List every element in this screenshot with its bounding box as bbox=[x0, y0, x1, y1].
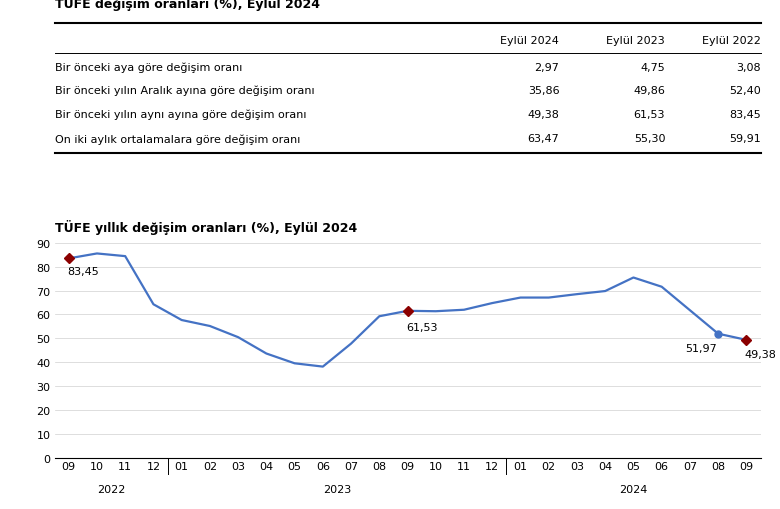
Text: 83,45: 83,45 bbox=[67, 266, 99, 276]
Text: Eylül 2024: Eylül 2024 bbox=[501, 36, 559, 46]
Text: 3,08: 3,08 bbox=[736, 63, 760, 72]
Text: 2023: 2023 bbox=[323, 484, 351, 494]
Text: TÜFE yıllık değişim oranları (%), Eylül 2024: TÜFE yıllık değişim oranları (%), Eylül … bbox=[55, 220, 357, 235]
Text: 35,86: 35,86 bbox=[528, 86, 559, 96]
Text: 49,38: 49,38 bbox=[527, 109, 559, 119]
Text: 2024: 2024 bbox=[619, 484, 647, 494]
Text: Bir önceki yılın aynı ayına göre değişim oranı: Bir önceki yılın aynı ayına göre değişim… bbox=[55, 109, 306, 120]
Text: 49,86: 49,86 bbox=[633, 86, 665, 96]
Text: 63,47: 63,47 bbox=[527, 134, 559, 144]
Text: 55,30: 55,30 bbox=[633, 134, 665, 144]
Text: Eylül 2023: Eylül 2023 bbox=[607, 36, 665, 46]
Text: Bir önceki aya göre değişim oranı: Bir önceki aya göre değişim oranı bbox=[55, 62, 242, 73]
Text: 61,53: 61,53 bbox=[406, 322, 438, 332]
Text: 52,40: 52,40 bbox=[729, 86, 760, 96]
Text: On iki aylık ortalamalara göre değişim oranı: On iki aylık ortalamalara göre değişim o… bbox=[55, 134, 300, 145]
Text: 61,53: 61,53 bbox=[633, 109, 665, 119]
Text: 2022: 2022 bbox=[97, 484, 126, 494]
Text: 2,97: 2,97 bbox=[534, 63, 559, 72]
Text: TÜFE değişim oranları (%), Eylül 2024: TÜFE değişim oranları (%), Eylül 2024 bbox=[55, 0, 320, 11]
Text: 4,75: 4,75 bbox=[640, 63, 665, 72]
Text: 59,91: 59,91 bbox=[729, 134, 760, 144]
Text: 51,97: 51,97 bbox=[686, 344, 717, 354]
Text: Eylül 2022: Eylül 2022 bbox=[702, 36, 760, 46]
Text: Bir önceki yılın Aralık ayına göre değişim oranı: Bir önceki yılın Aralık ayına göre değiş… bbox=[55, 86, 314, 96]
Text: 83,45: 83,45 bbox=[729, 109, 760, 119]
Text: 49,38: 49,38 bbox=[745, 350, 776, 360]
